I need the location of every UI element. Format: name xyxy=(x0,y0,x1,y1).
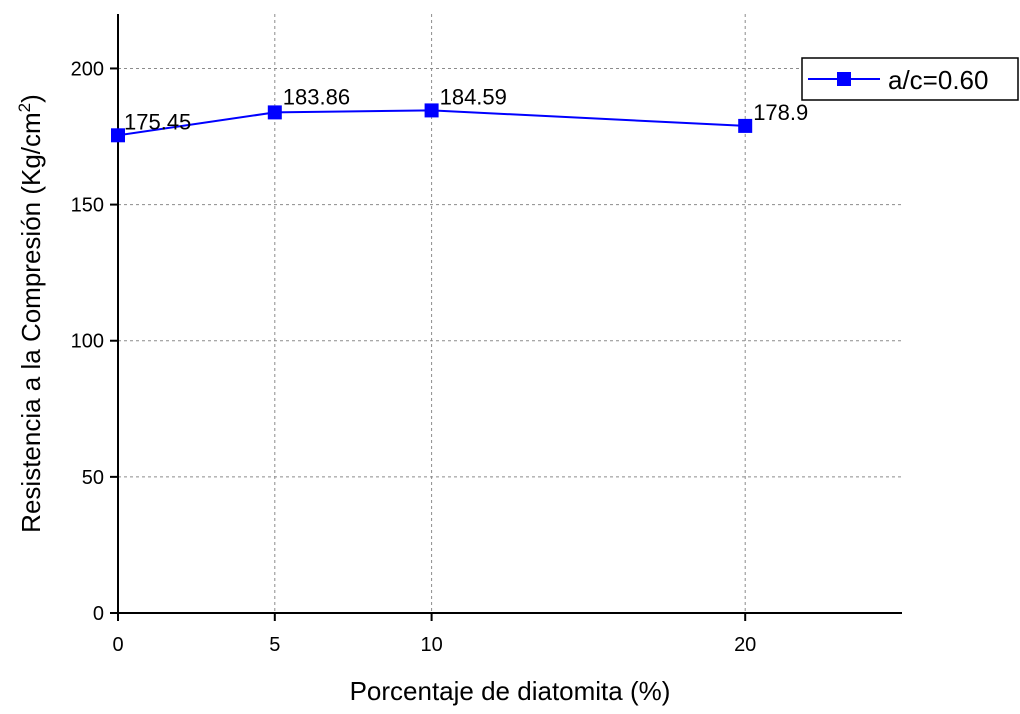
data-label: 184.59 xyxy=(440,84,507,109)
series xyxy=(111,103,753,143)
data-labels: 175.45 183.86 184.59 178.9 xyxy=(124,84,808,134)
y-tick-label: 0 xyxy=(93,603,104,625)
y-axis-title-superscript: 2 xyxy=(15,103,34,112)
x-tick-label: 5 xyxy=(269,634,280,656)
axes xyxy=(117,14,902,614)
data-label: 183.86 xyxy=(283,84,350,109)
grid xyxy=(118,14,902,613)
data-label: 178.9 xyxy=(753,100,808,125)
y-tick-label: 50 xyxy=(82,467,104,489)
y-tick-label: 100 xyxy=(71,331,104,353)
x-tick-label: 10 xyxy=(420,634,442,656)
data-label: 175.45 xyxy=(124,109,191,134)
data-point xyxy=(738,118,753,133)
y-axis-title-main: Resistencia a la Compresión (Kg/cm xyxy=(16,112,46,533)
data-point xyxy=(424,103,439,118)
y-axis-title: Resistencia a la Compresión (Kg/cm2) xyxy=(15,94,46,533)
data-point xyxy=(267,105,282,120)
legend-label: a/c=0.60 xyxy=(888,65,988,95)
x-axis-title: Porcentaje de diatomita (%) xyxy=(350,676,671,706)
x-tick-label: 20 xyxy=(734,634,756,656)
y-tick-label: 150 xyxy=(71,195,104,217)
legend-marker-square xyxy=(837,72,851,86)
data-point xyxy=(111,128,125,143)
y-axis-title-close: ) xyxy=(16,94,46,103)
series-line xyxy=(117,109,746,137)
ticks: 0 50 100 150 200 0 5 10 20 xyxy=(71,58,757,656)
legend: a/c=0.60 xyxy=(801,57,1019,101)
y-tick-label: 200 xyxy=(71,58,104,80)
x-tick-label: 0 xyxy=(112,634,123,656)
